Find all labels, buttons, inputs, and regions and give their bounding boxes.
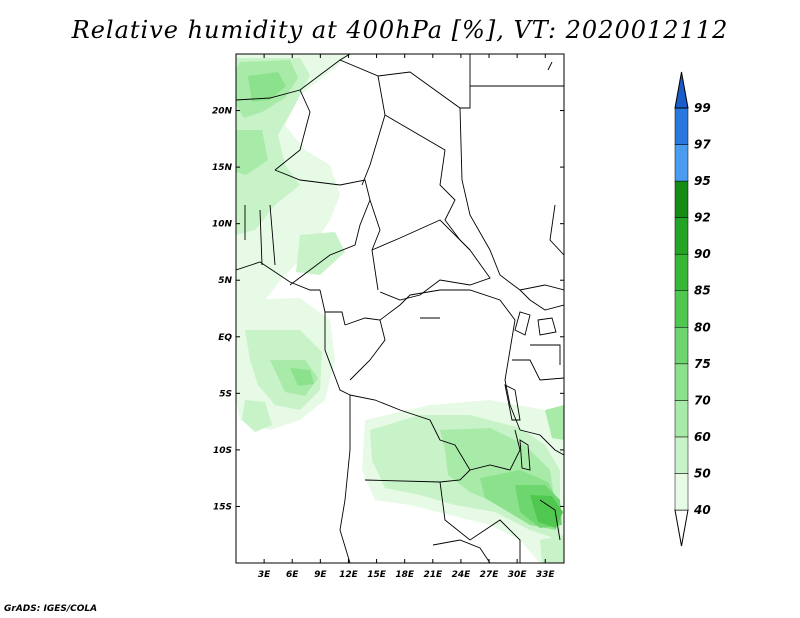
lon-tick-label: 15E <box>367 570 387 580</box>
lat-tick-label: EQ <box>218 333 232 343</box>
colorbar-label: 80 <box>694 320 711 334</box>
lon-tick-label: 24E <box>452 570 472 580</box>
lat-tick-label: 15S <box>213 502 232 512</box>
lat-tick-label: 5S <box>219 389 232 399</box>
humidity-area <box>242 400 272 432</box>
humidity-area <box>236 130 268 175</box>
map-frame <box>235 53 565 564</box>
lon-tick-label: 6E <box>286 570 299 580</box>
colorbar-label: 75 <box>694 357 711 371</box>
colorbar-segment <box>674 217 689 255</box>
lat-tick-label: 20N <box>212 107 233 117</box>
country-borders <box>236 54 564 563</box>
humidity-area <box>290 368 314 386</box>
lon-tick-label: 3E <box>258 570 271 580</box>
colorbar-label: 92 <box>694 211 711 225</box>
colorbar-label: 70 <box>694 393 711 407</box>
lon-tick-label: 21E <box>423 570 443 580</box>
humidity-area <box>540 535 564 563</box>
footer-credit: GrADS: IGES/COLA <box>4 604 98 614</box>
colorbar-label: 85 <box>694 284 711 298</box>
lon-tick-label: 30E <box>508 570 528 580</box>
lon-tick-label: 18E <box>395 570 415 580</box>
humidity-area <box>248 72 286 102</box>
colorbar: 40 50 60 70 75 80 85 90 92 95 97 99 <box>674 71 711 547</box>
lon-tick-label: 33E <box>536 570 556 580</box>
colorbar-segment <box>674 144 689 182</box>
colorbar-segment <box>674 473 689 511</box>
colorbar-lower-arrow <box>674 509 689 547</box>
lon-tick-label: 12E <box>339 570 359 580</box>
colorbar-label: 95 <box>694 174 711 188</box>
humidity-shading <box>236 54 564 563</box>
colorbar-upper-arrow <box>674 71 689 109</box>
colorbar-segment <box>674 436 689 474</box>
lon-tick-label: 9E <box>314 570 327 580</box>
lon-tick-label: 27E <box>480 570 500 580</box>
colorbar-segment <box>674 363 689 401</box>
colorbar-label: 97 <box>694 138 711 152</box>
lat-tick-label: 10S <box>213 446 232 456</box>
colorbar-segment <box>674 327 689 365</box>
colorbar-label: 40 <box>693 503 711 517</box>
lat-tick-label: 10N <box>212 220 233 230</box>
colorbar-label: 99 <box>694 101 711 115</box>
colorbar-segment <box>674 290 689 328</box>
humidity-area <box>296 232 345 275</box>
axis-ticks: 3E 6E 9E 12E 15E 18E 21E 24E 27E 30E 33E 20N 15N 10N 5… <box>212 54 564 580</box>
map-title: Relative humidity at 400hPa [%], VT: 202… <box>71 16 729 44</box>
lat-tick-label: 15N <box>212 163 233 173</box>
lat-tick-label: 5N <box>218 276 232 286</box>
colorbar-segment <box>674 400 689 438</box>
colorbar-label: 90 <box>694 247 711 261</box>
colorbar-label: 60 <box>694 430 711 444</box>
humidity-area <box>545 405 564 440</box>
humidity-area <box>530 495 563 528</box>
colorbar-label: 50 <box>694 466 711 480</box>
colorbar-segment <box>674 180 689 218</box>
colorbar-segment <box>674 253 689 291</box>
colorbar-segment <box>674 107 689 145</box>
humidity-area <box>270 360 318 396</box>
